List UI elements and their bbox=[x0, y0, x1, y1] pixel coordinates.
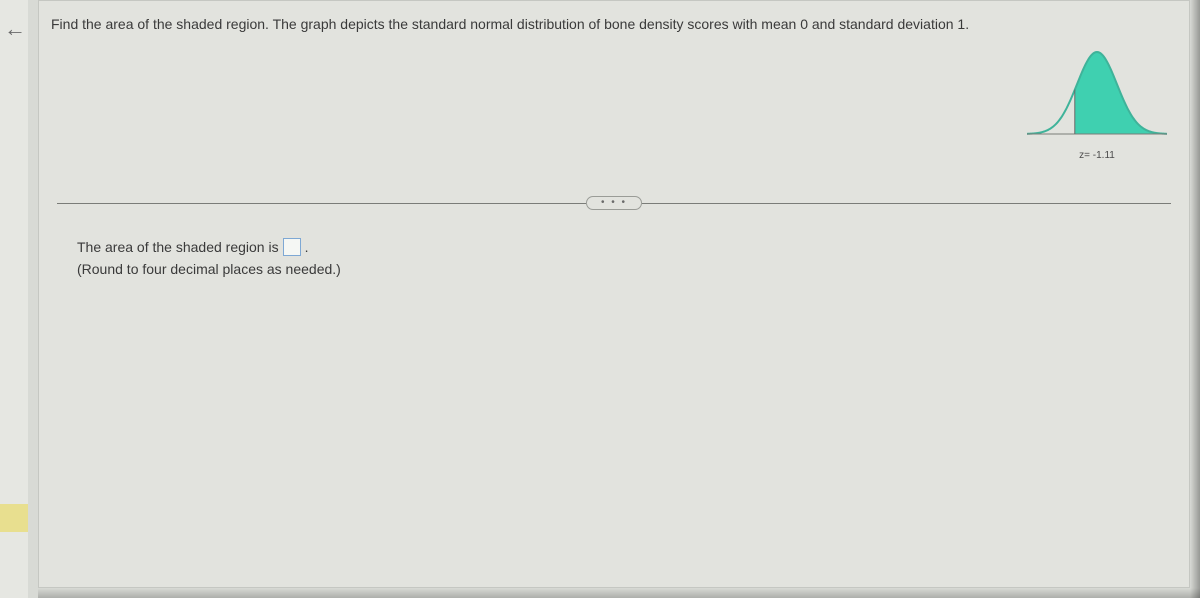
answer-prefix: The area of the shaded region is bbox=[77, 236, 279, 258]
yellow-marker bbox=[0, 504, 28, 532]
answer-input[interactable] bbox=[283, 238, 301, 256]
expand-pill-button[interactable]: • • • bbox=[586, 196, 642, 210]
question-text: Find the area of the shaded region. The … bbox=[51, 16, 969, 32]
left-rail: ← bbox=[0, 0, 28, 598]
divider-line-left bbox=[57, 203, 586, 204]
back-arrow-icon[interactable]: ← bbox=[4, 18, 26, 40]
answer-hint: (Round to four decimal places as needed.… bbox=[77, 258, 341, 280]
question-panel: Find the area of the shaded region. The … bbox=[38, 0, 1190, 588]
answer-block: The area of the shaded region is . (Roun… bbox=[77, 236, 341, 281]
normal-curve-svg bbox=[1027, 46, 1167, 146]
normal-curve-chart: z= -1.11 bbox=[1027, 46, 1167, 161]
section-divider: • • • bbox=[57, 196, 1171, 210]
right-shadow bbox=[1190, 0, 1200, 598]
bottom-shadow bbox=[38, 588, 1200, 598]
answer-suffix: . bbox=[305, 236, 309, 258]
z-cutoff-label: z= -1.11 bbox=[1027, 150, 1167, 161]
divider-line-right bbox=[642, 203, 1171, 204]
